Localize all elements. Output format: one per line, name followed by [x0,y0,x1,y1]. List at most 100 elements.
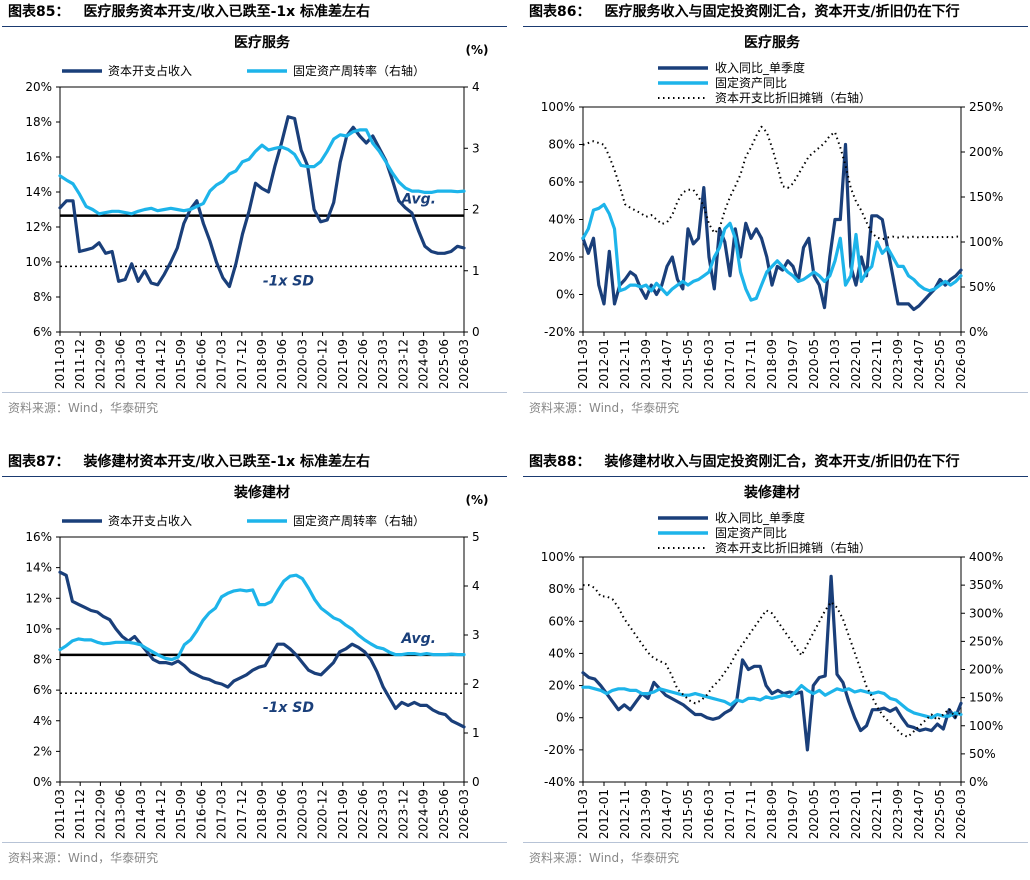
right-axis-tick-label: 200% [969,663,1003,677]
x-axis-tick-label: 2020-12 [316,789,330,839]
right-axis-tick-label: 3 [472,141,480,155]
left-axis-tick-label: 2% [33,744,52,758]
sd-label: -1x SD [263,273,314,289]
figure-header: 图表87： 装修建材资本开支/收入已跌至-1x 标准差左右 [2,450,507,477]
legend-label: 固定资产周转率（右轴） [293,513,425,528]
x-axis-tick-label: 2014-07 [660,789,674,839]
figure-title: 装修建材收入与固定投资刚汇合，资本开支/折旧仍在下行 [604,454,960,470]
left-axis-tick-label: 16% [25,530,52,544]
x-axis-tick-label: 2015-09 [174,339,188,389]
x-axis-tick-label: 2011-03 [53,789,67,839]
x-axis-tick-label: 2020-03 [295,789,309,839]
x-axis-tick-label: 2016-06 [194,789,208,839]
x-axis-tick-label: 2018-09 [765,339,779,389]
left-axis-tick-label: 12% [25,591,52,605]
chart-88: 装修建材 -40% -20% 0% 20% 40% 60% 80% 100% 0% 50% 100% 1… [541,484,1004,839]
x-axis-tick-label: 2016-06 [194,339,208,389]
series-line-1 [581,142,963,312]
x-axis-tick-label: 2011-12 [73,789,87,839]
right-axis-tick-label: 250% [969,634,1003,648]
left-axis-tick-label: 8% [33,290,52,304]
x-axis-tick-label: 2022-01 [849,789,863,839]
x-axis-tick-label: 2024-09 [417,789,431,839]
left-axis-tick-label: 20% [548,679,575,693]
x-axis-tick-label: 2023-09 [891,789,905,839]
left-axis-tick-label: 100% [541,100,575,114]
right-axis-tick-label: 100% [969,719,1003,733]
x-axis-tick-label: 2013-06 [114,339,128,389]
left-axis-tick-label: 60% [548,175,575,189]
left-axis-tick-label: 12% [25,220,52,234]
x-axis-tick-label: 2012-09 [93,789,107,839]
x-axis-tick-label: 2023-03 [376,789,390,839]
chart-87: 装修建材 (%) 0% 2% 4% 6% 8% 10% 12% 14% 16% 0 1 2 3 4 5 2011-… [25,484,488,839]
plot-area-frame [59,536,465,783]
x-axis-tick-label: 2022-06 [356,339,370,389]
x-axis-tick-label: 2019-06 [275,789,289,839]
left-axis-tick-label: 0% [556,711,575,725]
right-axis-tick-label: 50% [969,280,996,294]
x-axis-tick-label: 2012-11 [618,789,632,839]
left-axis-tick-label: 60% [548,614,575,628]
avg-label: Avg. [400,192,436,208]
left-axis-tick-label: -20% [544,325,575,339]
x-axis-tick-label: 2012-01 [597,339,611,389]
left-axis-tick-label: 40% [548,646,575,660]
x-axis-tick-label: 2014-12 [154,339,168,389]
x-axis-tick-label: 2015-05 [681,339,695,389]
x-axis-tick-label: 2015-09 [174,789,188,839]
panel-85: 图表85： 医疗服务资本开支/收入已跌至-1x 标准差左右 医疗服务 (%) 6% 8%… [2,0,512,430]
right-axis-tick-label: 0 [472,775,480,789]
right-axis-tick-label: 3 [472,628,480,642]
left-axis-tick-label: 6% [33,325,52,339]
right-axis-tick-label: 0% [969,775,988,789]
series-line-2 [58,573,466,662]
right-axis-tick-label: 400% [969,550,1003,564]
left-axis-tick-label: 4% [33,714,52,728]
panel-87: 图表87： 装修建材资本开支/收入已跌至-1x 标准差左右 装修建材 (%) 0% 2%… [2,450,512,880]
x-axis-tick-label: 2019-07 [786,789,800,839]
series-line-3 [582,125,961,241]
x-axis-tick-label: 2014-12 [154,789,168,839]
x-axis-tick-label: 2026-03 [954,339,968,389]
x-axis-tick-label: 2023-12 [396,789,410,839]
legend-label: 资本开支比折旧摊销（右轴） [715,90,871,105]
x-axis-tick-label: 2025-06 [437,789,451,839]
left-axis-tick-label: 14% [25,561,52,575]
legend-label: 收入同比_单季度 [715,510,805,525]
x-axis-tick-label: 2020-05 [807,789,821,839]
footer-divider [2,392,507,393]
left-axis-tick-label: 14% [25,185,52,199]
x-axis-tick-label: 2017-12 [235,789,249,839]
x-axis-tick-label: 2017-03 [215,339,229,389]
chart-85: 医疗服务 (%) 6% 8% 10% 12% 14% 16% 18% 20% 0 1 2 3 4 2011-0… [25,34,488,389]
x-axis-tick-label: 2012-11 [618,339,632,389]
legend-label: 资本开支占收入 [108,63,192,78]
right-axis-tick-label: 150% [969,190,1003,204]
x-axis-tick-label: 2016-03 [702,789,716,839]
source-note: 资料来源：Wind，华泰研究 [8,401,159,415]
x-axis-tick-label: 2018-09 [255,339,269,389]
x-axis-tick-label: 2011-03 [576,789,590,839]
footer-divider [523,392,1028,393]
right-axis-tick-label: 1 [472,264,480,278]
plot-area-frame [59,86,465,333]
source-note: 资料来源：Wind，华泰研究 [8,851,159,865]
x-axis-tick-label: 2015-05 [681,789,695,839]
x-axis-tick-label: 2022-11 [870,339,884,389]
x-axis-tick-label: 2014-03 [134,339,148,389]
x-axis-tick-label: 2016-03 [702,339,716,389]
x-axis-tick-label: 2019-07 [786,339,800,389]
plot-area-frame [582,106,962,333]
x-axis-tick-label: 2017-12 [235,339,249,389]
right-axis-tick-label: 0 [472,325,480,339]
right-axis-tick-label: 0% [969,325,988,339]
chart-title: 医疗服务 [234,34,291,51]
x-axis-tick-label: 2017-11 [744,339,758,389]
x-axis-tick-label: 2024-07 [912,339,926,389]
left-axis-tick-label: 20% [25,80,52,94]
right-axis-tick-label: 200% [969,145,1003,159]
x-axis-tick-label: 2022-11 [870,789,884,839]
right-axis-tick-label: 1 [472,726,480,740]
figure-label: 图表87： [8,454,70,470]
